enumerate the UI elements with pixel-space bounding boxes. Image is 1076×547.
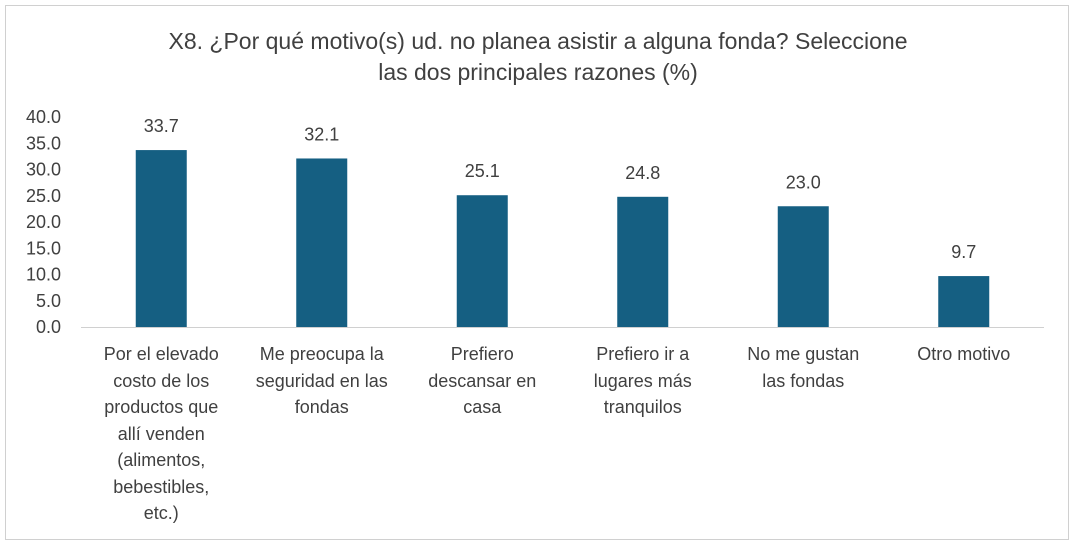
x-tick-label: Me preocupa la seguridad en las fondas — [247, 341, 397, 421]
bar — [135, 150, 187, 327]
x-tick-label-line: Otro motivo — [917, 344, 1011, 364]
x-tick-label: Prefiero ir a lugares más tranquilos — [568, 341, 718, 421]
x-tick-label-line: bebestibles, — [113, 476, 210, 497]
x-tick-label-line: Prefiero ir a — [596, 344, 690, 364]
data-label: 9.7 — [951, 242, 976, 262]
x-tick-label-line: casa — [463, 397, 502, 417]
x-tick-label-line: Por el elevado — [103, 344, 219, 364]
y-tick-label: 10.0 — [26, 265, 61, 285]
chart-title-line-1: X8. ¿Por qué motivo(s) ud. no planea asi… — [168, 28, 908, 54]
data-label: 32.1 — [304, 124, 339, 144]
x-tick-label-line: Prefiero — [450, 344, 514, 364]
x-tick-label-line: productos que — [104, 397, 219, 417]
x-tick-label-line: descansar en — [428, 370, 537, 391]
y-tick-label: 0.0 — [36, 317, 61, 337]
y-tick-label: 20.0 — [26, 212, 61, 232]
x-tick-label-line: las fondas — [762, 370, 845, 391]
x-tick-label-line: (alimentos, — [117, 450, 206, 470]
bar — [296, 158, 348, 327]
y-tick-label: 40.0 — [26, 107, 61, 127]
y-tick-label: 15.0 — [26, 238, 61, 258]
data-label: 33.7 — [144, 116, 179, 136]
data-label: 25.1 — [465, 161, 500, 181]
y-tick-label: 35.0 — [26, 133, 61, 153]
bar — [617, 196, 669, 327]
bar — [777, 206, 829, 327]
x-tick-label-line: allí venden — [117, 423, 205, 444]
x-tick-label-line: Me preocupa la — [259, 344, 384, 364]
x-tick-label-line: No me gustan — [747, 344, 860, 364]
x-tick-label: Otro motivo — [889, 341, 1039, 368]
x-tick-label-line: lugares más — [593, 370, 692, 391]
data-label: 23.0 — [786, 172, 821, 192]
bar — [456, 195, 508, 327]
data-label: 24.8 — [625, 163, 660, 183]
y-tick-label: 30.0 — [26, 160, 61, 180]
chart-title-line-2: las dos principales razones (%) — [378, 59, 698, 85]
x-tick-label-line: etc.) — [143, 503, 179, 523]
x-tick-label: Por el elevado costo de los productos que a… — [86, 341, 236, 527]
y-tick-label: 5.0 — [36, 291, 61, 311]
x-tick-label-line: fondas — [294, 397, 349, 417]
x-tick-label: Prefiero descansar en casa — [407, 341, 557, 421]
x-tick-label-line: seguridad en las — [255, 370, 388, 391]
x-tick-label-line: tranquilos — [603, 397, 682, 417]
bar — [938, 276, 990, 327]
x-tick-label: No me gustan las fondas — [728, 341, 878, 394]
y-tick-label: 25.0 — [26, 186, 61, 206]
x-tick-label-line: costo de los — [113, 370, 210, 391]
chart-title: X8. ¿Por qué motivo(s) ud. no planea asi… — [0, 26, 1076, 88]
